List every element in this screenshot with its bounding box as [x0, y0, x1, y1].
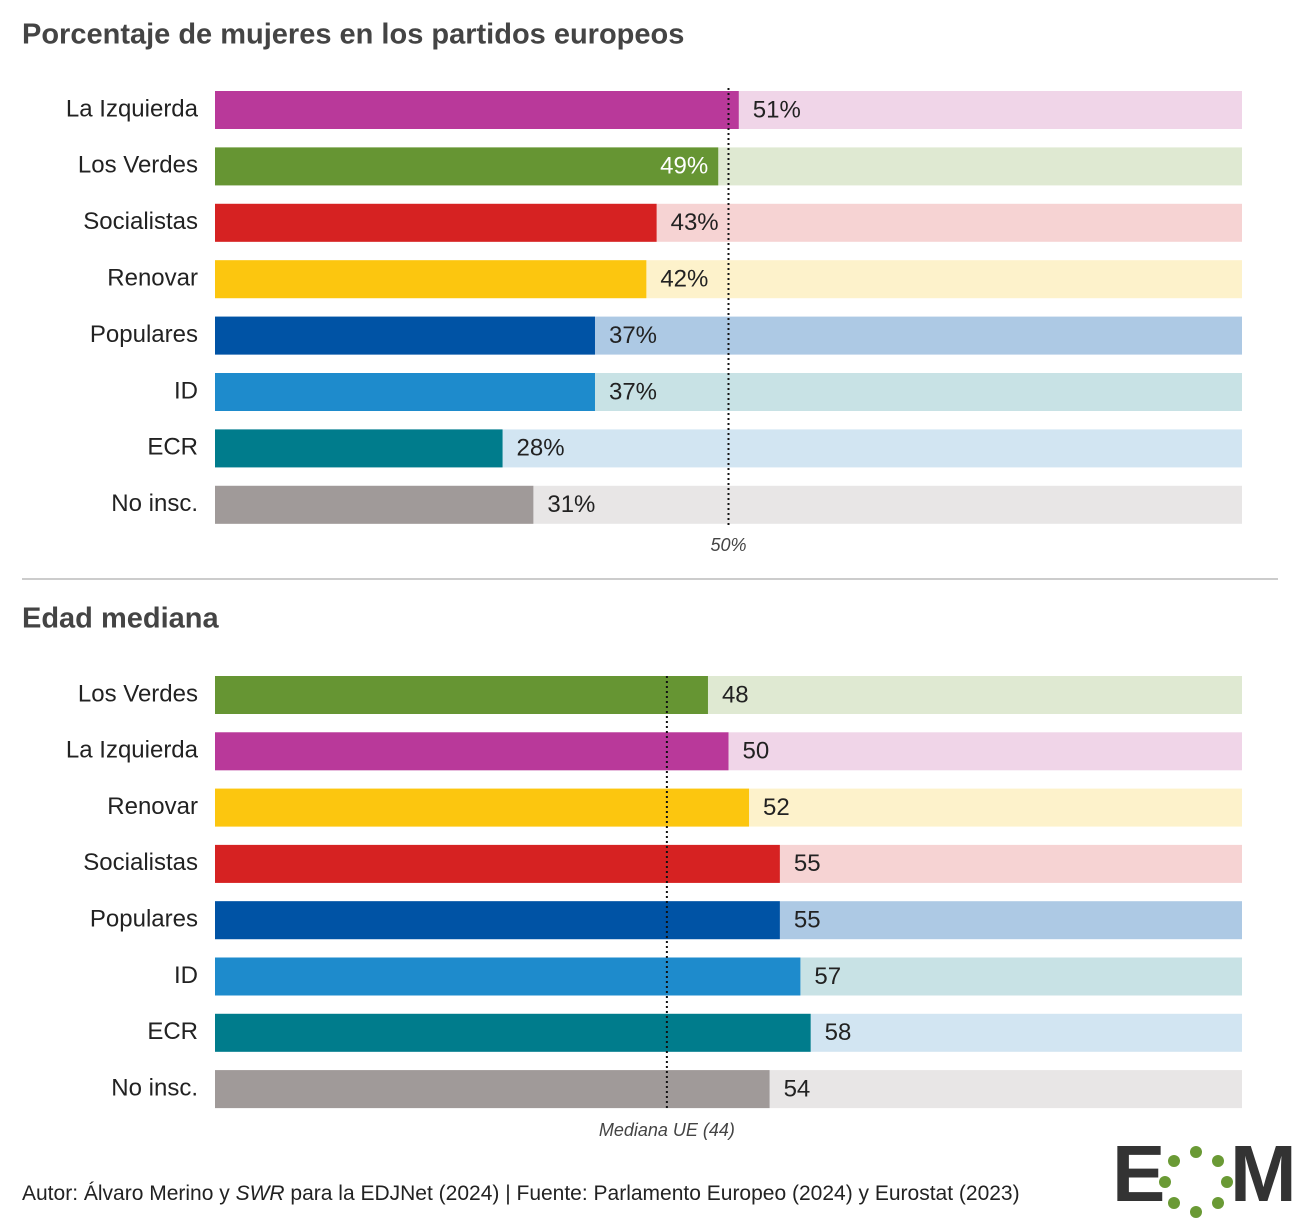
- bar: [215, 147, 719, 186]
- value-label: 58: [825, 1019, 852, 1046]
- category-label: ID: [174, 377, 198, 404]
- category-label: ECR: [147, 1018, 198, 1045]
- reference-label: 50%: [710, 535, 746, 555]
- logo-ring: [1159, 1146, 1233, 1218]
- category-label: La Izquierda: [66, 95, 199, 122]
- value-label: 52: [763, 794, 790, 821]
- category-label: Populares: [90, 321, 198, 348]
- category-label: Renovar: [107, 793, 198, 820]
- value-label: 31%: [547, 491, 595, 518]
- bar: [215, 676, 708, 714]
- bar: [215, 260, 647, 299]
- value-label: 37%: [609, 322, 657, 349]
- logo-right: M: [1230, 1129, 1297, 1218]
- bar: [215, 1070, 770, 1109]
- bar: [215, 316, 595, 355]
- footer-text: SWR: [235, 1182, 285, 1205]
- category-label: No insc.: [111, 490, 198, 517]
- reference-label: Mediana UE (44): [599, 1120, 735, 1140]
- value-label: 37%: [609, 378, 657, 405]
- bar: [215, 732, 729, 771]
- bar: [215, 91, 739, 129]
- category-label: La Izquierda: [66, 737, 199, 764]
- category-label: Populares: [90, 906, 198, 933]
- value-label: 48: [722, 681, 749, 708]
- value-label: 50: [743, 738, 770, 765]
- category-label: ID: [174, 962, 198, 989]
- value-label: 49%: [660, 153, 708, 180]
- category-label: Los Verdes: [78, 680, 198, 707]
- bar: [215, 788, 750, 827]
- bar: [215, 844, 780, 883]
- bar: [215, 485, 534, 524]
- value-label: 43%: [671, 209, 719, 236]
- value-label: 54: [784, 1075, 811, 1102]
- category-label: Los Verdes: [78, 152, 198, 179]
- bar: [215, 429, 503, 468]
- footer-text: Autor: Álvaro Merino y: [22, 1182, 236, 1205]
- logo-left: E: [1112, 1129, 1165, 1218]
- category-label: Socialistas: [83, 208, 198, 235]
- bar: [215, 901, 780, 940]
- chart-title: Edad mediana: [22, 603, 219, 635]
- value-label: 51%: [753, 96, 801, 123]
- value-label: 57: [814, 963, 841, 990]
- value-label: 28%: [517, 435, 565, 462]
- bar: [215, 957, 801, 996]
- value-label: 42%: [660, 266, 708, 293]
- value-label: 55: [794, 907, 821, 934]
- value-label: 55: [794, 850, 821, 877]
- bar: [215, 1013, 811, 1052]
- footer-text: para la EDJNet (2024) | Fuente: Parlamen…: [284, 1182, 1020, 1205]
- category-label: ECR: [147, 434, 198, 461]
- chart-title: Porcentaje de mujeres en los partidos eu…: [22, 19, 684, 51]
- category-label: Renovar: [107, 265, 198, 292]
- footer: Autor: Álvaro Merino y SWR para la EDJNe…: [22, 1182, 1020, 1206]
- category-label: Socialistas: [83, 849, 198, 876]
- bar: [215, 203, 657, 242]
- bar: [215, 373, 595, 411]
- category-label: No insc.: [111, 1074, 198, 1101]
